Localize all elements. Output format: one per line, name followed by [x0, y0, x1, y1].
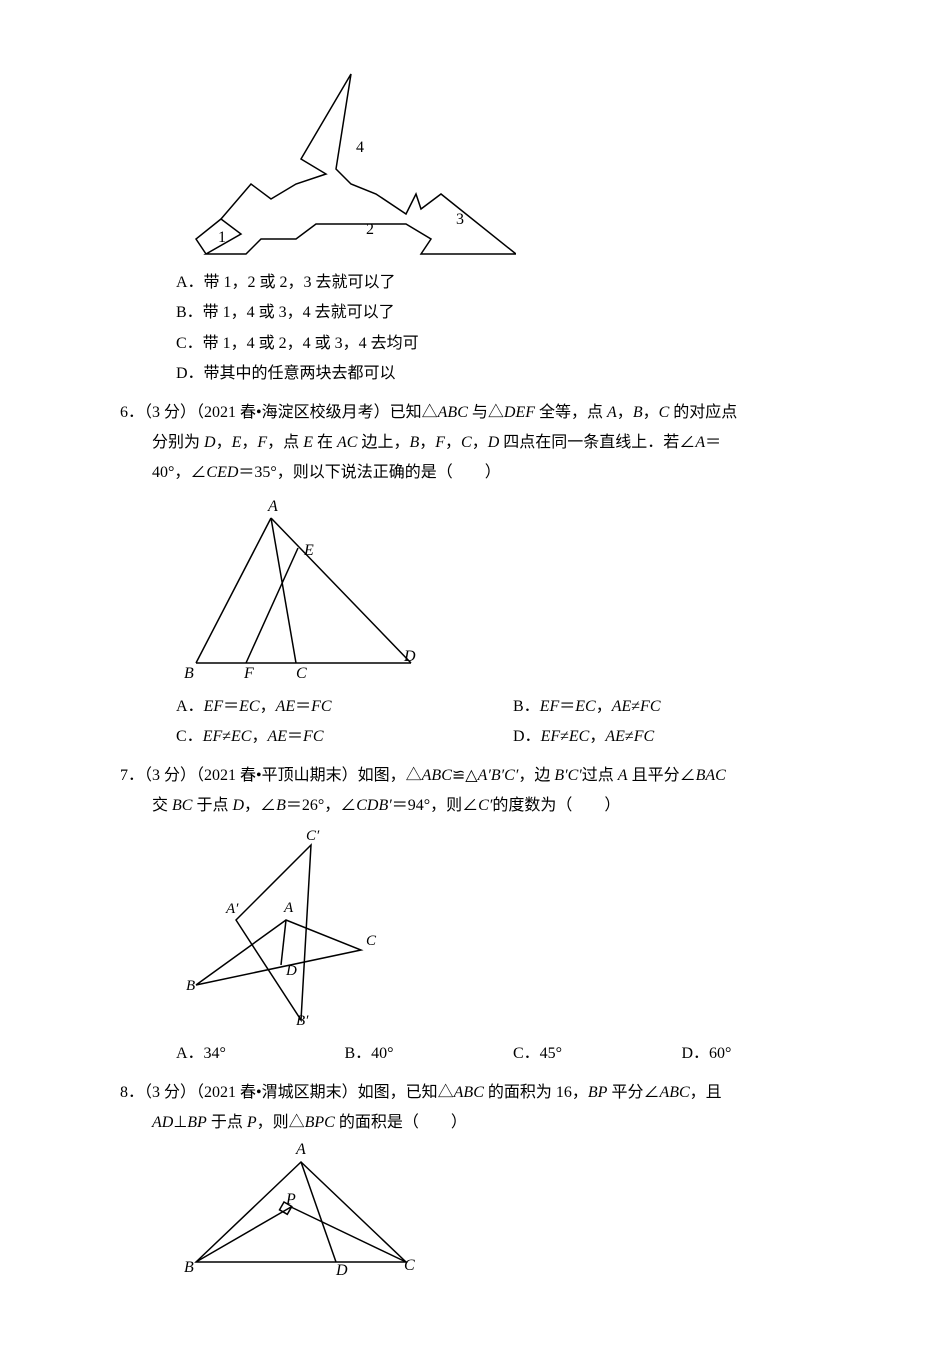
q8-stem-line1: 8．（3 分）（2021 春•渭城区期末）如图，已知△ABC 的面积为 16，B…: [120, 1078, 850, 1108]
q6-option-B: B．EF＝EC，AE≠FC: [513, 692, 850, 722]
q7-points: （3 分）: [144, 767, 196, 784]
q7-lbl-D: D: [285, 963, 297, 979]
q5-option-B: B．带 1，4 或 3，4 去就可以了: [120, 298, 850, 328]
q7-option-A: A．34°: [176, 1039, 345, 1069]
q7-lbl-Bp: B′: [296, 1013, 309, 1029]
q8-lbl-C: C: [404, 1257, 415, 1274]
question-8: 8．（3 分）（2021 春•渭城区期末）如图，已知△ABC 的面积为 16，B…: [120, 1078, 850, 1288]
q5-label-3: 3: [456, 211, 464, 228]
q8-figure: A P B D C: [120, 1142, 850, 1287]
q6-lbl-A: A: [267, 498, 278, 515]
q6-stem-line1: 6．（3 分）（2021 春•海淀区校级月考）已知△ABC 与△DEF 全等，点…: [120, 398, 850, 428]
q5-option-D: D．带其中的任意两块去都可以: [120, 359, 850, 389]
q6-lbl-D: D: [403, 648, 416, 665]
q6-svg: A E B F C D: [176, 493, 426, 688]
q7-svg: C′ A′ A C B D B′: [176, 825, 396, 1035]
q8-number: 8．: [120, 1084, 144, 1101]
q6-options-row1: A．EF＝EC，AE＝FC B．EF＝EC，AE≠FC: [120, 692, 850, 722]
q6-option-D: D．EF≠EC，AE≠FC: [513, 722, 850, 752]
q6-lbl-B: B: [184, 665, 194, 682]
q6-options-row2: C．EF≠EC，AE＝FC D．EF≠EC，AE≠FC: [120, 722, 850, 752]
q8-lbl-B: B: [184, 1259, 194, 1276]
q6-number: 6．: [120, 404, 144, 421]
q6-stem-line3: 40°，∠CED＝35°，则以下说法正确的是（ ）: [120, 458, 850, 488]
q6-option-A: A．EF＝EC，AE＝FC: [176, 692, 513, 722]
q7-option-C: C．45°: [513, 1039, 682, 1069]
q5-figure: 1 2 3 4: [120, 64, 850, 264]
q5-label-1: 1: [218, 229, 226, 246]
q7-lbl-A: A: [283, 900, 294, 916]
q6-points: （3 分）: [144, 404, 196, 421]
q8-svg: A P B D C: [176, 1142, 426, 1287]
q6-lbl-C: C: [296, 665, 307, 682]
q7-source: （2021 春•平顶山期末）: [196, 767, 358, 784]
q5-label-2: 2: [366, 221, 374, 238]
q6-lbl-E: E: [303, 542, 314, 559]
q8-source: （2021 春•渭城区期末）: [196, 1084, 358, 1101]
q8-lbl-D: D: [335, 1262, 348, 1279]
q7-number: 7．: [120, 767, 144, 784]
q5-option-C: C．带 1，4 或 2，4 或 3，4 去均可: [120, 329, 850, 359]
q6-source: （2021 春•海淀区校级月考）: [196, 404, 390, 421]
q8-points: （3 分）: [144, 1084, 196, 1101]
q7-lbl-C: C: [366, 933, 377, 949]
q7-options: A．34° B．40° C．45° D．60°: [120, 1039, 850, 1069]
q8-stem-line2: AD⊥BP 于点 P，则△BPC 的面积是（ ）: [120, 1108, 850, 1138]
q6-option-C: C．EF≠EC，AE＝FC: [176, 722, 513, 752]
q7-option-B: B．40°: [345, 1039, 514, 1069]
q6-stem-line2: 分别为 D，E，F，点 E 在 AC 边上，B，F，C，D 四点在同一条直线上．…: [120, 428, 850, 458]
q7-lbl-Cp: C′: [306, 828, 320, 844]
q7-figure: C′ A′ A C B D B′: [120, 825, 850, 1035]
q7-lbl-Ap: A′: [225, 901, 239, 917]
question-5-continued: 1 2 3 4 A．带 1，2 或 2，3 去就可以了 B．带 1，4 或 3，…: [120, 64, 850, 390]
q7-lbl-B: B: [186, 978, 195, 994]
question-6: 6．（3 分）（2021 春•海淀区校级月考）已知△ABC 与△DEF 全等，点…: [120, 398, 850, 753]
q7-option-D: D．60°: [682, 1039, 851, 1069]
question-7: 7．（3 分）（2021 春•平顶山期末）如图，△ABC≌△A′B′C′，边 B…: [120, 761, 850, 1070]
q5-label-4: 4: [356, 139, 364, 156]
q5-svg: 1 2 3 4: [176, 64, 516, 264]
q8-lbl-A: A: [295, 1142, 306, 1158]
q7-stem-line2: 交 BC 于点 D，∠B＝26°，∠CDB′＝94°，则∠C′的度数为（ ）: [120, 791, 850, 821]
q8-lbl-P: P: [285, 1191, 296, 1208]
q6-lbl-F: F: [243, 665, 254, 682]
q7-stem-line1: 7．（3 分）（2021 春•平顶山期末）如图，△ABC≌△A′B′C′，边 B…: [120, 761, 850, 791]
q5-option-A: A．带 1，2 或 2，3 去就可以了: [120, 268, 850, 298]
q6-figure: A E B F C D: [120, 493, 850, 688]
